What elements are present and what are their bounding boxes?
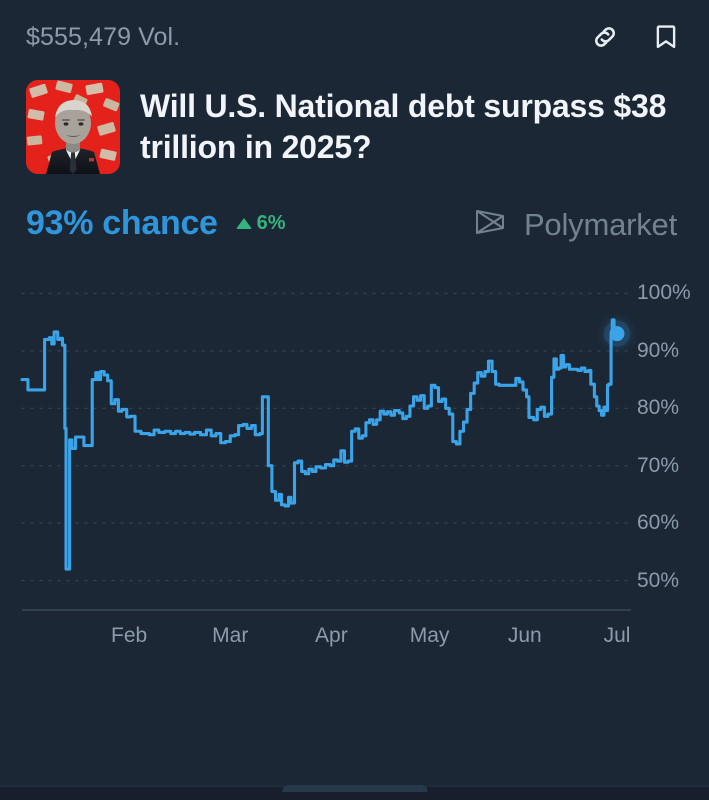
chance-value: 93% chance [26, 204, 218, 242]
delta-value: 6% [256, 212, 286, 234]
polymarket-wordmark: Polymarket [523, 206, 677, 242]
market-title: Will U.S. National debt surpass $38 tril… [140, 88, 667, 165]
chance-row: 93% chance 6% Polymarket [0, 174, 709, 243]
chart-line-yes [20, 318, 619, 571]
x-axis-tick: Feb [111, 624, 148, 647]
x-axis-tick: Apr [315, 624, 348, 647]
x-axis-tick: Jul [603, 624, 631, 647]
polymarket-logo-icon [470, 202, 510, 247]
bookmark-icon[interactable] [651, 22, 681, 52]
link-icon[interactable] [589, 21, 621, 53]
triangle-up-icon [235, 218, 252, 229]
chart-end-marker [604, 320, 630, 347]
chart-gridlines [21, 292, 632, 582]
home-indicator [282, 785, 427, 792]
price-chart[interactable]: 100% 90% 80% 70% 60% 50% Feb Mar Apr May Jun Jul [0, 265, 709, 800]
x-axis-tick: May [409, 624, 450, 647]
market-row[interactable]: Will U.S. National debt surpass $38 tril… [0, 56, 709, 174]
delta-indicator: 6% [235, 212, 286, 235]
header-actions [589, 21, 685, 53]
card-header: $555,479 Vol. [0, 0, 709, 56]
chart-svg [20, 292, 632, 611]
end-marker-dot [609, 326, 625, 342]
volume-label: $555,479 Vol. [26, 22, 181, 51]
x-axis-tick: Jun [507, 624, 542, 647]
polymarket-brand: Polymarket [470, 202, 677, 247]
x-axis-tick: Mar [212, 624, 249, 647]
x-axis-labels: Feb Mar Apr May Jun Jul [0, 624, 709, 664]
market-thumbnail [26, 80, 120, 174]
bottom-strip [0, 785, 709, 800]
